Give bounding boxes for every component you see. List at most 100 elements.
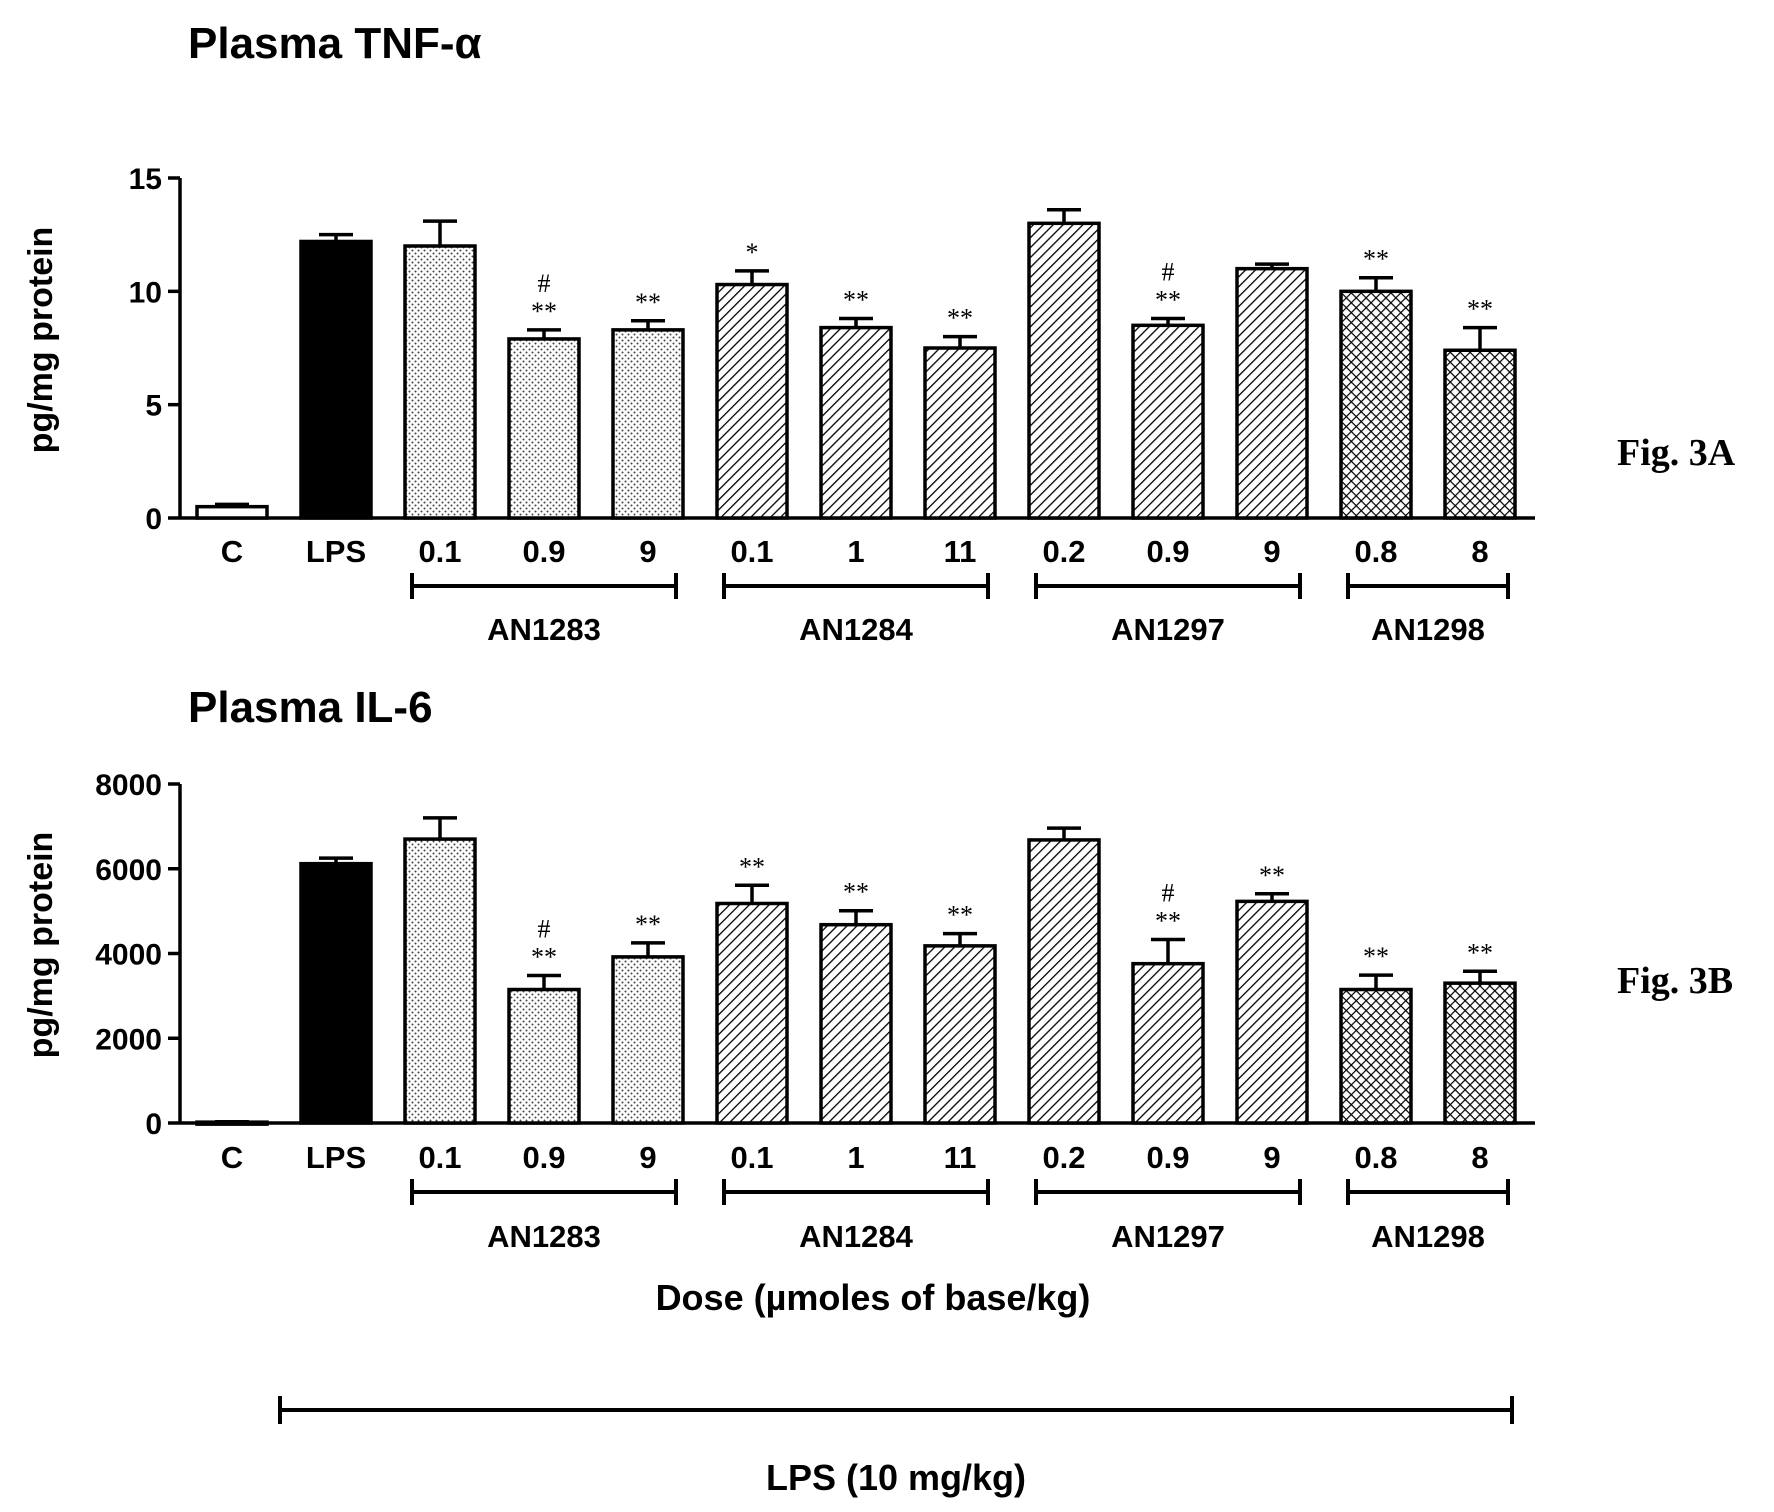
group-label-a: AN1297	[1111, 612, 1225, 647]
y-tick-label-b: 4000	[95, 939, 162, 972]
category-label-a: LPS	[306, 534, 366, 569]
figure-label-b: Fig. 3B	[1617, 960, 1733, 1002]
y-tick-label-b: 0	[145, 1108, 162, 1141]
bar-b	[1027, 838, 1101, 1125]
significance-label-a: #	[538, 269, 551, 298]
category-label-a: 0.8	[1354, 534, 1397, 569]
significance-label-b: **	[1363, 942, 1389, 971]
y-tick-label-b: 2000	[95, 1023, 162, 1056]
significance-label-a: **	[635, 288, 661, 317]
significance-label-a: *	[746, 238, 759, 267]
significance-label-a: **	[1467, 295, 1493, 324]
lps-bracket	[278, 1396, 1514, 1424]
group-label-b: AN1284	[799, 1219, 913, 1254]
category-label-a: 0.1	[418, 534, 461, 569]
bar-b	[923, 944, 997, 1125]
category-label-b: 0.9	[1146, 1140, 1189, 1175]
chart-title-a: Plasma TNF-α	[188, 19, 482, 68]
significance-label-b: **	[843, 878, 869, 907]
significance-label-a: **	[1155, 286, 1181, 315]
bar-a	[611, 328, 685, 520]
category-label-a: 9	[639, 534, 656, 569]
bar-b	[299, 861, 373, 1125]
bar-b	[819, 922, 893, 1125]
bar-a	[819, 325, 893, 520]
group-label-a: AN1283	[487, 612, 601, 647]
bar-b	[1339, 987, 1413, 1125]
category-label-a: C	[221, 534, 243, 569]
bar-a	[923, 346, 997, 520]
chart-title-b: Plasma IL-6	[188, 683, 433, 732]
bar-a	[1339, 289, 1413, 520]
y-tick-label-a: 10	[129, 276, 162, 309]
category-label-b: 11	[944, 1140, 977, 1175]
bar-a	[1443, 348, 1517, 520]
category-label-a: 9	[1263, 534, 1280, 569]
category-label-a: 0.1	[730, 534, 773, 569]
group-label-a: AN1298	[1371, 612, 1485, 647]
figure-label-a: Fig. 3A	[1617, 432, 1736, 474]
lps-bracket-label: LPS (10 mg/kg)	[766, 1457, 1026, 1498]
significance-label-b: **	[1155, 907, 1181, 936]
significance-label-a: **	[531, 297, 557, 326]
significance-label-b: **	[739, 852, 765, 881]
bar-a	[715, 282, 789, 520]
significance-label-a: **	[947, 304, 973, 333]
bar-b	[403, 837, 477, 1125]
panel-a: Plasma TNF-α pg/mg protein Fig. 3A 0 5 10 1…	[22, 19, 1736, 647]
bar-a	[1235, 266, 1309, 520]
panel-b: Plasma IL-6 pg/mg protein Fig. 3B 0 2000 4…	[22, 683, 1733, 1254]
bar-a	[507, 337, 581, 520]
category-label-b: 0.1	[418, 1140, 461, 1175]
category-label-a: 0.2	[1042, 534, 1085, 569]
category-label-b: 0.8	[1354, 1140, 1397, 1175]
significance-label-b: #	[1162, 879, 1175, 908]
group-label-b: AN1298	[1371, 1219, 1485, 1254]
bar-a	[195, 504, 269, 520]
significance-label-b: **	[947, 901, 973, 930]
category-label-b: C	[221, 1140, 243, 1175]
category-label-b: 0.2	[1042, 1140, 1085, 1175]
category-label-b: 9	[639, 1140, 656, 1175]
bar-a	[1131, 323, 1205, 520]
category-label-a: 11	[944, 534, 977, 569]
bar-a	[299, 239, 373, 520]
significance-label-a: **	[843, 286, 869, 315]
y-axis-label-b: pg/mg protein	[22, 832, 60, 1059]
y-axis-label-a: pg/mg protein	[22, 227, 60, 454]
bar-b	[1443, 981, 1517, 1125]
significance-label-b: **	[635, 910, 661, 939]
category-label-b: 8	[1471, 1140, 1488, 1175]
category-label-b: 0.1	[730, 1140, 773, 1175]
significance-label-b: **	[1467, 938, 1493, 967]
significance-label-b: **	[531, 943, 557, 972]
significance-label-a: **	[1363, 245, 1389, 274]
y-tick-label-b: 6000	[95, 854, 162, 887]
category-label-b: 0.9	[522, 1140, 565, 1175]
significance-label-b: **	[1259, 861, 1285, 890]
category-label-b: 9	[1263, 1140, 1280, 1175]
group-label-b: AN1297	[1111, 1219, 1225, 1254]
y-tick-label-a: 5	[145, 390, 162, 423]
x-axis-label: Dose (µmoles of base/kg)	[656, 1277, 1091, 1318]
category-label-a: 0.9	[522, 534, 565, 569]
y-tick-label-a: 15	[129, 163, 162, 196]
bar-b	[715, 901, 789, 1125]
bar-b	[507, 987, 581, 1125]
category-label-a: 0.9	[1146, 534, 1189, 569]
category-label-b: 1	[847, 1140, 864, 1175]
y-tick-label-b: 8000	[95, 769, 162, 802]
category-label-a: 1	[847, 534, 864, 569]
y-tick-label-a: 0	[145, 503, 162, 536]
significance-label-a: #	[1162, 258, 1175, 287]
bar-b	[1131, 961, 1205, 1125]
bar-a	[1027, 221, 1101, 520]
bar-b	[1235, 899, 1309, 1125]
significance-label-b: #	[538, 915, 551, 944]
group-label-a: AN1284	[799, 612, 913, 647]
bar-b	[611, 955, 685, 1125]
group-label-b: AN1283	[487, 1219, 601, 1254]
